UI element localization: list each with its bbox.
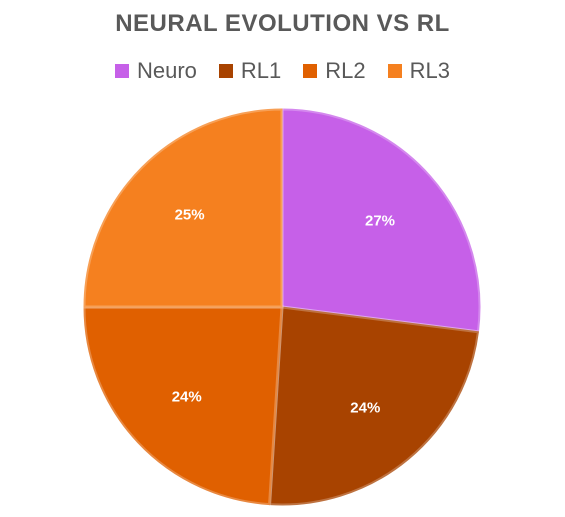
pie-slice-edge-rl1: [267, 305, 481, 507]
pie-slice-neuro: [281, 108, 481, 333]
legend-label-rl2: RL2: [325, 58, 366, 83]
data-label-rl1: 24%: [350, 400, 380, 417]
legend-label-rl3: RL3: [409, 58, 450, 83]
pie-slice-edge-neuro: [280, 107, 482, 334]
pie-slice-edge-rl3: [82, 107, 284, 309]
legend-item-rl3: RL3: [387, 58, 450, 84]
data-label-neuro: 27%: [365, 213, 395, 230]
data-label-rl3: 25%: [175, 207, 205, 224]
legend-swatch-rl3: [387, 64, 402, 78]
legend-item-rl1: RL1: [218, 58, 282, 84]
legend-label-rl1: RL1: [240, 58, 282, 83]
legend-label-neuro: Neuro: [137, 58, 197, 83]
data-label-rl2: 24%: [172, 388, 202, 405]
pie-slice-rl3: [83, 108, 283, 308]
pie-slice-rl2: [83, 306, 283, 506]
legend-swatch-rl1: [218, 64, 233, 78]
legend-item-neuro: Neuro: [115, 58, 197, 84]
legend-item-rl2: RL2: [303, 58, 366, 84]
legend-swatch-neuro: [115, 64, 129, 78]
pie-slice-edge-rl2: [82, 305, 284, 507]
pie-slice-rl1: [269, 306, 479, 506]
legend: Neuro RL1 RL2 RL3: [0, 58, 565, 84]
chart-title: NEURAL EVOLUTION VS RL: [115, 10, 450, 37]
legend-swatch-rl2: [303, 64, 318, 78]
